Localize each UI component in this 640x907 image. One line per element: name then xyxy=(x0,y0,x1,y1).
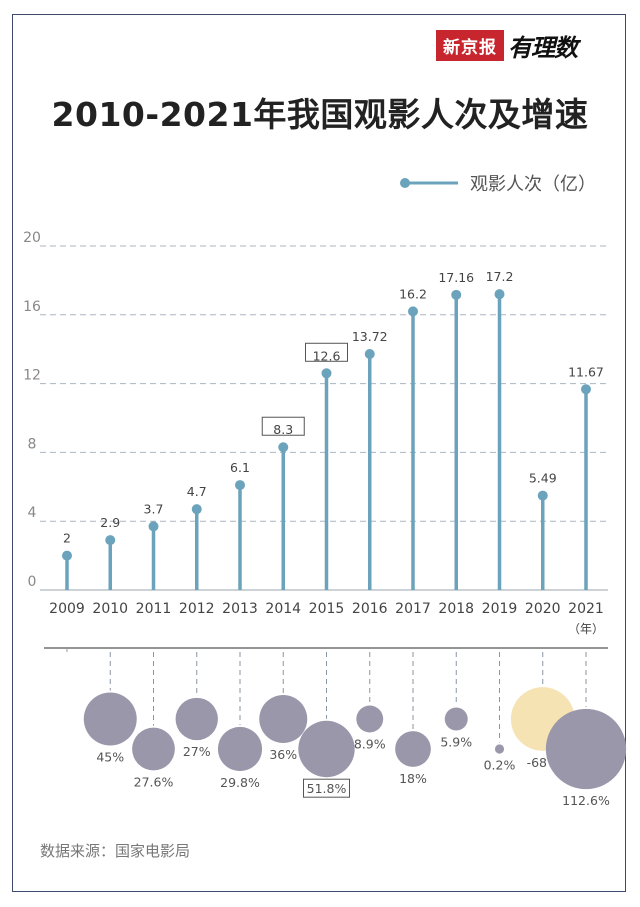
value-label: 5.49 xyxy=(529,471,557,486)
legend-label: 观影人次（亿） xyxy=(470,174,596,195)
x-tick-label: 2019 xyxy=(482,601,518,617)
growth-bubble xyxy=(494,744,505,754)
x-tick-label: 2016 xyxy=(352,601,388,617)
y-tick-label: 16 xyxy=(23,299,41,315)
growth-label: 18% xyxy=(399,771,427,786)
growth-bubble xyxy=(395,731,431,767)
x-tick-label: 2020 xyxy=(525,601,561,617)
brand-sub: 有理数 xyxy=(508,32,578,62)
value-label: 2.9 xyxy=(100,515,120,530)
x-tick-label: 2013 xyxy=(222,601,258,617)
value-label: 8.3 xyxy=(273,422,293,437)
value-point xyxy=(235,480,245,491)
growth-bubble xyxy=(298,720,355,778)
y-tick-label: 0 xyxy=(28,574,37,590)
value-point xyxy=(451,289,462,300)
value-point xyxy=(364,349,375,360)
value-label: 11.67 xyxy=(568,364,604,379)
x-tick-label: 2014 xyxy=(265,601,301,617)
growth-bubble xyxy=(259,695,308,743)
value-point xyxy=(408,306,418,317)
value-label-box xyxy=(261,416,305,436)
growth-label: 5.9% xyxy=(440,735,472,750)
y-tick-label: 4 xyxy=(28,505,37,521)
y-tick-label: 8 xyxy=(28,436,37,452)
growth-bubble xyxy=(356,705,384,733)
x-tick-label: 2012 xyxy=(179,601,215,617)
value-point xyxy=(537,490,548,501)
value-label: 17.2 xyxy=(486,269,514,284)
growth-bubble xyxy=(217,726,263,772)
y-tick-label: 20 xyxy=(23,230,41,246)
y-tick-label: 12 xyxy=(23,368,41,384)
growth-label: 112.6% xyxy=(562,793,610,808)
value-label: 4.7 xyxy=(187,484,207,499)
value-label: 12.6 xyxy=(313,348,341,363)
growth-label: 51.8% xyxy=(307,781,347,796)
brand-name: 新京报 xyxy=(436,29,504,61)
value-point xyxy=(62,550,72,561)
value-label: 17.16 xyxy=(438,270,474,285)
growth-label: 29.8% xyxy=(220,775,260,790)
growth-label: 45% xyxy=(96,749,124,764)
value-point xyxy=(191,504,202,515)
growth-label: 27.6% xyxy=(134,774,174,789)
x-tick-label: 2017 xyxy=(395,601,431,617)
growth-label: 27% xyxy=(183,744,211,759)
x-unit-label: （年） xyxy=(568,622,604,636)
chart-legend: 观影人次（亿） xyxy=(398,170,596,196)
growth-label: 36% xyxy=(269,747,297,762)
growth-bubble xyxy=(175,697,218,741)
value-point xyxy=(321,368,332,379)
value-point xyxy=(148,521,159,532)
x-tick-label: 2010 xyxy=(92,601,128,617)
growth-bubble xyxy=(83,692,137,746)
x-tick-label: 2011 xyxy=(136,601,172,617)
legend-line-marker-icon xyxy=(400,178,458,188)
growth-bubble xyxy=(132,727,175,771)
x-tick-label: 2009 xyxy=(49,601,85,617)
growth-label: 8.9% xyxy=(354,736,386,751)
x-tick-label: 2021 xyxy=(568,601,604,617)
chart-title: 2010-2021年我国观影人次及增速 xyxy=(51,95,589,134)
growth-label: 0.2% xyxy=(484,758,516,773)
value-label: 2 xyxy=(63,531,71,546)
growth-label-box xyxy=(303,778,350,798)
growth-bubble xyxy=(545,708,627,790)
value-label: 3.7 xyxy=(144,501,164,516)
source-note: 数据来源：国家电影局 xyxy=(40,842,191,860)
value-point xyxy=(278,442,289,453)
value-label: 16.2 xyxy=(399,286,427,301)
value-point xyxy=(105,535,116,546)
x-tick-label: 2018 xyxy=(438,601,474,617)
value-label: 6.1 xyxy=(230,460,250,475)
value-point xyxy=(494,289,505,300)
brand-logo: 新京报 有理数 xyxy=(436,29,578,62)
value-label-box xyxy=(305,342,348,362)
x-tick-label: 2015 xyxy=(309,601,345,617)
value-point xyxy=(581,384,591,395)
value-label: 13.72 xyxy=(352,329,388,344)
growth-bubble xyxy=(444,707,468,731)
